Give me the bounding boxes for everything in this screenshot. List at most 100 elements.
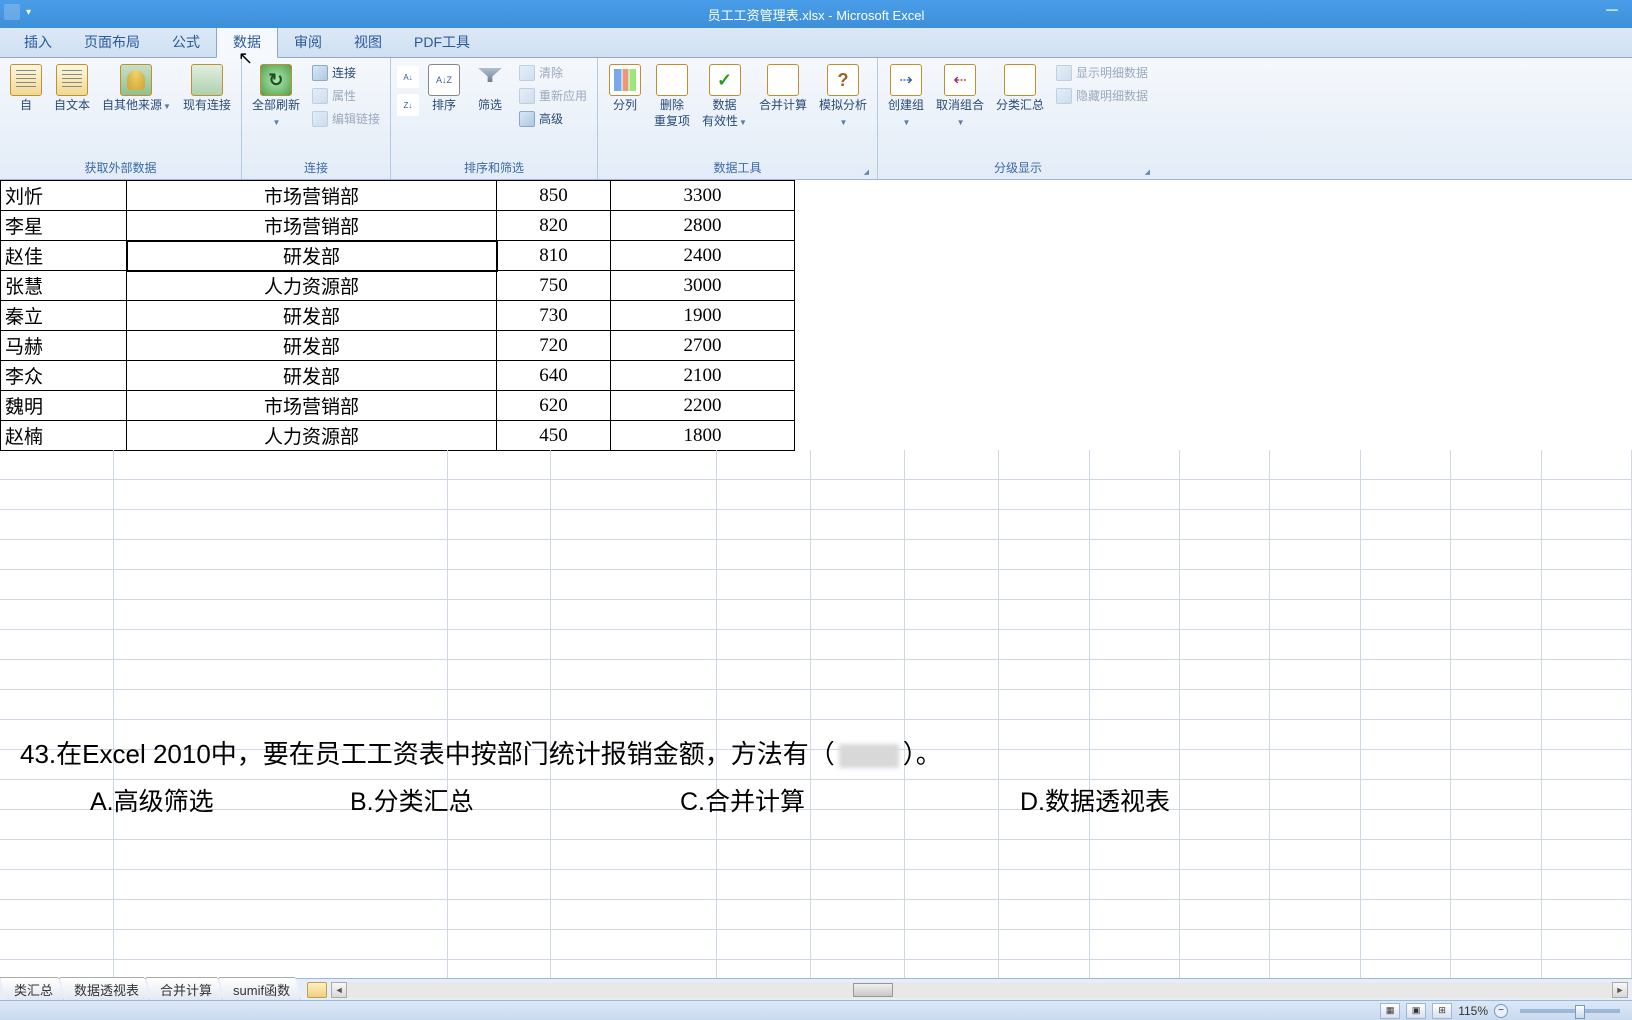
scroll-thumb[interactable] [853,983,893,997]
from-other-sources-button[interactable]: 自其他来源▼ [98,62,175,116]
from-text-button[interactable]: 自文本 [50,62,94,116]
minimize-button[interactable]: ─ [1592,0,1632,22]
cell-name[interactable]: 李星 [1,211,127,241]
tab-pagelayout[interactable]: 页面布局 [68,26,156,57]
cell-value1[interactable]: 850 [497,181,611,211]
cell-dept[interactable]: 市场营销部 [127,211,497,241]
cell-value1[interactable]: 810 [497,241,611,271]
ungroup-icon [944,64,976,96]
scroll-left-button[interactable]: ◄ [331,982,347,998]
qat-icon[interactable] [4,4,20,20]
cell-value2[interactable]: 2700 [611,331,795,361]
cell-dept[interactable]: 市场营销部 [127,181,497,211]
cell-name[interactable]: 赵楠 [1,421,127,451]
sheet-tab[interactable]: sumif函数 [219,977,301,1002]
data-validation-button[interactable]: 数据有效性▼ [698,62,751,131]
cell-value1[interactable]: 720 [497,331,611,361]
cell-value1[interactable]: 820 [497,211,611,241]
cell-dept[interactable]: 人力资源部 [127,421,497,451]
table-row[interactable]: 张慧人力资源部7503000 [1,271,795,301]
sheet-tab[interactable]: 合并计算 [146,977,223,1002]
whatif-button[interactable]: 模拟分析▼ [815,62,871,131]
cell-value1[interactable]: 620 [497,391,611,421]
cell-value1[interactable]: 640 [497,361,611,391]
sort-button[interactable]: 排序 [423,62,465,116]
table-row[interactable]: 马赫研发部7202700 [1,331,795,361]
qat-dropdown-icon[interactable]: ▾ [26,7,31,18]
cell-value2[interactable]: 3300 [611,181,795,211]
link-icon [312,65,328,81]
cell-value1[interactable]: 730 [497,301,611,331]
consolidate-button[interactable]: 合并计算 [755,62,811,116]
table-row[interactable]: 李星市场营销部8202800 [1,211,795,241]
zoom-level[interactable]: 115% [1458,1004,1488,1018]
cell-name[interactable]: 张慧 [1,271,127,301]
horizontal-scrollbar[interactable]: ◄ ► [331,982,1628,998]
page-break-view-button[interactable]: ⊞ [1432,1003,1452,1019]
page-layout-view-button[interactable]: ▣ [1406,1003,1426,1019]
cell-dept[interactable]: 研发部 [127,361,497,391]
refresh-all-button[interactable]: 全部刷新▼ [248,62,304,131]
table-row[interactable]: 赵楠人力资源部4501800 [1,421,795,451]
group-label-datatools: 数据工具 [604,157,871,179]
cell-value1[interactable]: 450 [497,421,611,451]
cell-value1[interactable]: 750 [497,271,611,301]
cell-value2[interactable]: 1800 [611,421,795,451]
ungroup-button[interactable]: 取消组合▼ [932,62,988,131]
clear-filter-button: 清除 [515,62,591,83]
from-other-button-partial[interactable]: 自 [6,62,46,131]
tab-insert[interactable]: 插入 [8,26,68,57]
tab-formula[interactable]: 公式 [156,26,216,57]
remove-duplicates-button[interactable]: 删除重复项 [650,62,694,131]
cell-name[interactable]: 刘忻 [1,181,127,211]
table-row[interactable]: 秦立研发部7301900 [1,301,795,331]
filter-button[interactable]: 筛选 [469,62,511,116]
cell-dept[interactable]: 市场营销部 [127,391,497,421]
sheet-tab[interactable]: 数据透视表 [60,977,150,1002]
cell-name[interactable]: 魏明 [1,391,127,421]
tab-review[interactable]: 审阅 [278,26,338,57]
sort-asc-button[interactable] [397,66,419,88]
cell-name[interactable]: 李众 [1,361,127,391]
cell-value2[interactable]: 2200 [611,391,795,421]
cell-dept[interactable]: 研发部 [127,241,497,271]
new-sheet-button[interactable] [307,982,327,998]
cell-value2[interactable]: 2100 [611,361,795,391]
window-title: 员工工资管理表.xlsx - Microsoft Excel [708,5,925,24]
empty-grid[interactable] [0,450,1632,990]
table-row[interactable]: 魏明市场营销部6202200 [1,391,795,421]
tab-pdf[interactable]: PDF工具 [398,26,486,57]
sheet-tab[interactable]: 类汇总 [0,977,64,1002]
worksheet[interactable]: 刘忻市场营销部8503300李星市场营销部8202800赵佳研发部8102400… [0,180,1632,990]
reapply-button: 重新应用 [515,85,591,106]
cell-name[interactable]: 秦立 [1,301,127,331]
cell-value2[interactable]: 3000 [611,271,795,301]
cell-dept[interactable]: 人力资源部 [127,271,497,301]
existing-connections-button[interactable]: 现有连接 [179,62,235,116]
cell-name[interactable]: 马赫 [1,331,127,361]
zoom-slider[interactable] [1520,1009,1620,1013]
table-row[interactable]: 刘忻市场营销部8503300 [1,181,795,211]
tab-data[interactable]: 数据 [216,25,278,58]
table-row[interactable]: 赵佳研发部8102400 [1,241,795,271]
cell-value2[interactable]: 1900 [611,301,795,331]
ribbon-group-outline: 创建组▼ 取消组合▼ 分类汇总 显示明细数据 隐藏明细数据 分级显示 [878,58,1158,179]
cell-dept[interactable]: 研发部 [127,301,497,331]
cell-dept[interactable]: 研发部 [127,331,497,361]
zoom-out-button[interactable]: − [1494,1004,1508,1018]
table-row[interactable]: 李众研发部6402100 [1,361,795,391]
subtotal-button[interactable]: 分类汇总 [992,62,1048,116]
normal-view-button[interactable]: ▦ [1380,1003,1400,1019]
text-to-columns-button[interactable]: 分列 [604,62,646,116]
advanced-filter-button[interactable]: 高级 [515,108,591,129]
data-table[interactable]: 刘忻市场营销部8503300李星市场营销部8202800赵佳研发部8102400… [0,180,795,451]
scroll-right-button[interactable]: ► [1612,982,1628,998]
cell-value2[interactable]: 2400 [611,241,795,271]
cell-value2[interactable]: 2800 [611,211,795,241]
group-button[interactable]: 创建组▼ [884,62,928,131]
tab-view[interactable]: 视图 [338,26,398,57]
option-c: C.合并计算 [640,782,960,818]
sort-desc-button[interactable] [397,94,419,116]
connections-button[interactable]: 连接 [308,62,384,83]
cell-name[interactable]: 赵佳 [1,241,127,271]
